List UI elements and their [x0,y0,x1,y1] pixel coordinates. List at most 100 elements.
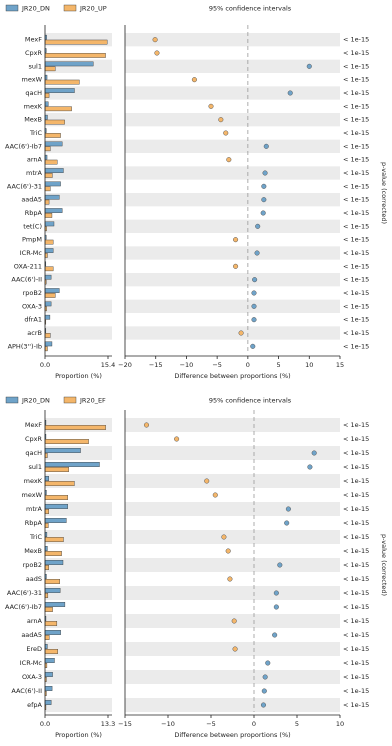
category-label: RbpA [25,209,43,217]
category-label: OXA-211 [14,262,42,270]
difference-point [231,618,237,624]
category-label: acrB [27,329,42,337]
bar [44,333,51,338]
p-value: < 1e-15 [343,196,369,204]
category-label: sul1 [29,463,42,471]
category-label: tet(C) [23,222,42,230]
bar [44,523,49,528]
difference-point [262,674,268,680]
category-label: AAC(6')-31 [7,182,42,190]
bar [44,239,54,245]
row-band [125,59,340,73]
difference-point [254,250,260,256]
p-value: < 1e-15 [343,533,369,541]
bar [44,146,51,152]
bar [44,208,63,213]
difference-point [227,576,233,582]
difference-point [218,117,224,123]
category-label: TriC [29,533,42,541]
p-value: < 1e-15 [343,236,369,244]
p-value: < 1e-15 [343,561,369,569]
category-label: ICR-Mc [20,659,43,667]
bar [44,588,61,593]
category-label: RbpA [25,519,43,527]
difference-point [260,702,267,708]
row-band [45,670,112,684]
bar [44,106,72,112]
legend-swatch [5,396,19,404]
row-band [45,698,112,712]
p-value: < 1e-15 [343,316,369,324]
difference-point [260,210,266,216]
row-band [125,33,340,47]
p-value: < 1e-15 [343,701,369,709]
category-label: APH(3'')-Ib [8,342,42,350]
bar [44,181,61,187]
difference-point [204,478,210,484]
x2-tick-label: −5 [206,720,216,728]
category-label: aadS [26,575,42,583]
difference-point [143,422,150,428]
difference-point [306,63,312,69]
p-value: < 1e-15 [343,505,369,513]
chart-title: 95% confidence intervals [209,397,292,405]
difference-point [221,534,227,540]
legend-label: JR20_UP [79,5,107,13]
bar [44,686,53,691]
bar [44,621,58,626]
row-band [125,193,340,207]
x2-tick-label: 15 [336,361,344,369]
bar [44,119,65,125]
x2-tick-label: −15 [118,720,132,728]
category-label: efpA [27,701,42,709]
p-value: < 1e-15 [343,673,369,681]
bar [44,221,55,227]
x-tick-label: 0.0 [40,720,50,728]
p-value: < 1e-15 [343,589,369,597]
bar [44,314,51,320]
category-label: mexK [24,477,43,485]
p-value: < 1e-15 [343,289,369,297]
bar [44,593,49,598]
p-value: < 1e-15 [343,617,369,625]
difference-point [232,646,238,652]
difference-point [262,170,268,176]
bar [44,504,68,509]
category-label: AAC(6')-II [11,276,42,284]
difference-point [152,37,158,43]
category-label: AAC(6')-II [11,687,42,695]
difference-point [307,464,313,470]
p-value: < 1e-15 [343,631,369,639]
difference-point [284,520,290,526]
p-value: < 1e-15 [343,116,369,124]
p-value: < 1e-15 [343,76,369,84]
row-band [125,446,340,460]
p-value: < 1e-15 [343,687,369,695]
difference-point [191,77,197,83]
bar [44,425,106,430]
difference-point [273,604,279,610]
x-tick-label: 0.0 [40,361,50,369]
category-label: TriC [29,129,42,137]
category-label: qacH [25,449,42,457]
difference-point [251,290,257,296]
category-label: mexK [24,102,43,110]
difference-point [287,90,293,96]
p-value: < 1e-15 [343,421,369,429]
bar [44,93,50,98]
category-label: AAC(6')-Ib7 [5,603,42,611]
bar [44,630,61,635]
category-label: MexF [25,36,42,44]
difference-point [225,548,231,554]
difference-point [174,436,180,442]
bar [44,168,64,173]
category-label: qacH [25,89,42,97]
p-value: < 1e-15 [343,89,369,97]
category-label: EreD [26,645,42,653]
difference-point [250,343,256,349]
difference-point [238,330,244,336]
x2-tick-label: 10 [336,720,344,728]
bar [44,518,67,523]
bar [44,439,89,444]
